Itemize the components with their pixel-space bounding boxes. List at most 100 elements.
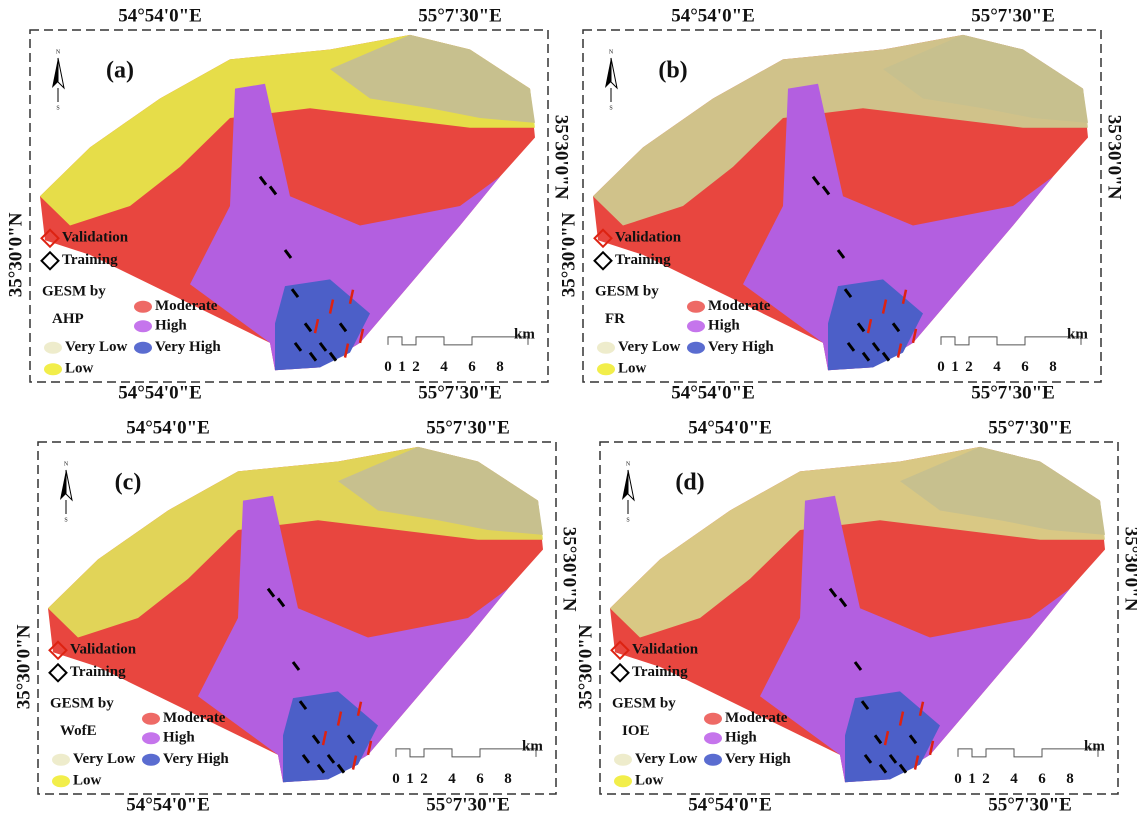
latitude-label: 35°30'0"N	[1121, 527, 1137, 612]
legend-label: Training	[70, 664, 126, 680]
latitude-label: 35°30'0"N	[1104, 115, 1125, 200]
training-site	[290, 288, 300, 299]
legend-swatch	[597, 341, 615, 354]
legend-swatch	[52, 775, 70, 788]
scale-bar	[957, 748, 1099, 758]
map-frame	[599, 441, 1119, 795]
legend-swatch	[52, 753, 70, 766]
legend-label: Moderate	[708, 298, 771, 314]
longitude-label: 54°54'0"E	[671, 5, 755, 26]
training-site	[316, 763, 326, 774]
training-site	[293, 341, 303, 352]
legend-diamond	[48, 662, 68, 683]
validation-site	[913, 755, 920, 770]
training-site	[298, 700, 308, 711]
north-arrow	[57, 57, 65, 90]
legend-label: Training	[615, 252, 671, 268]
zone-high	[743, 83, 1053, 371]
legend-swatch	[687, 300, 705, 313]
north-label: N	[56, 49, 61, 55]
training-site	[846, 341, 856, 352]
validation-site	[901, 289, 908, 305]
scale-tick: 1	[951, 359, 959, 375]
scale-tick: 4	[440, 359, 448, 375]
legend-label: High	[155, 318, 187, 334]
legend-label: Validation	[615, 230, 682, 246]
validation-site	[336, 711, 343, 726]
scale-tick: 4	[993, 359, 1001, 375]
training-site	[283, 249, 293, 259]
legend-swatch	[134, 341, 152, 354]
legend-label: Validation	[632, 642, 699, 658]
validation-site	[883, 730, 890, 746]
validation-site	[896, 343, 903, 358]
validation-site	[881, 299, 888, 314]
longitude-label: 54°54'0"E	[688, 417, 772, 438]
training-site	[891, 322, 901, 333]
scale-bar	[387, 336, 529, 346]
map-panel: 54°54'0"E 54°54'0"E 55°7'30"E 55°7'30"E 35°3…	[575, 417, 1137, 815]
training-site	[856, 322, 866, 333]
scale-tick: 2	[420, 771, 428, 787]
map-frame	[582, 29, 1102, 383]
scale-unit: km	[1084, 739, 1105, 755]
validation-site	[928, 740, 935, 756]
training-site	[811, 175, 821, 186]
north-label: N	[626, 461, 631, 467]
panel-label: (c)	[115, 470, 142, 496]
validation-site	[898, 711, 905, 726]
legend-label: High	[163, 730, 195, 746]
panel-label: (d)	[675, 470, 704, 496]
legend-label: Very High	[155, 339, 221, 355]
legend-label: Validation	[62, 230, 129, 246]
training-site	[303, 322, 313, 333]
north-arrow	[52, 58, 58, 88]
legend-label: Very High	[708, 339, 774, 355]
map-panel: 54°54'0"E 54°54'0"E 55°7'30"E 55°7'30"E 35°3…	[13, 417, 579, 815]
zone-high	[760, 495, 1070, 783]
validation-site	[351, 755, 358, 770]
legend-swatch	[614, 753, 632, 766]
training-site	[853, 661, 863, 671]
panel-label: (b)	[658, 58, 687, 84]
south-label: S	[64, 517, 67, 523]
zone-very-low	[900, 446, 1105, 535]
zone-very-low	[330, 34, 535, 123]
longitude-label: 55°7'30"E	[426, 417, 510, 438]
legend-label: Moderate	[163, 710, 226, 726]
legend-label: Training	[632, 664, 688, 680]
scale-tick: 1	[968, 771, 976, 787]
scale-unit: km	[514, 327, 535, 343]
training-site	[836, 249, 846, 259]
longitude-label: 55°7'30"E	[971, 382, 1055, 403]
legend-label: Moderate	[725, 710, 788, 726]
validation-site	[358, 328, 365, 344]
scale-tick: 2	[965, 359, 973, 375]
training-site	[301, 753, 311, 764]
legend-label: Very Low	[635, 751, 698, 767]
longitude-label: 55°7'30"E	[418, 5, 502, 26]
legend-label: Moderate	[155, 298, 218, 314]
training-site	[326, 753, 336, 764]
training-site	[898, 763, 908, 774]
training-site	[878, 763, 888, 774]
validation-site	[321, 730, 328, 746]
training-site	[266, 587, 276, 598]
legend-swatch	[134, 320, 152, 333]
scale-tick: 2	[412, 359, 420, 375]
training-site	[346, 734, 356, 745]
scale-tick: 8	[1066, 771, 1074, 787]
legend-label: Very High	[163, 751, 229, 767]
legend-swatch	[597, 363, 615, 376]
latitude-label: 35°30'0"N	[559, 527, 580, 612]
zone-high	[190, 83, 500, 371]
training-site	[258, 175, 268, 186]
legend-method: AHP	[52, 311, 84, 327]
scale-bar	[395, 748, 537, 758]
scale-tick: 1	[398, 359, 406, 375]
validation-site	[366, 740, 373, 756]
legend-diamond	[610, 640, 630, 661]
scale-tick: 0	[392, 771, 400, 787]
north-arrow	[60, 470, 66, 500]
scale-tick: 4	[448, 771, 456, 787]
